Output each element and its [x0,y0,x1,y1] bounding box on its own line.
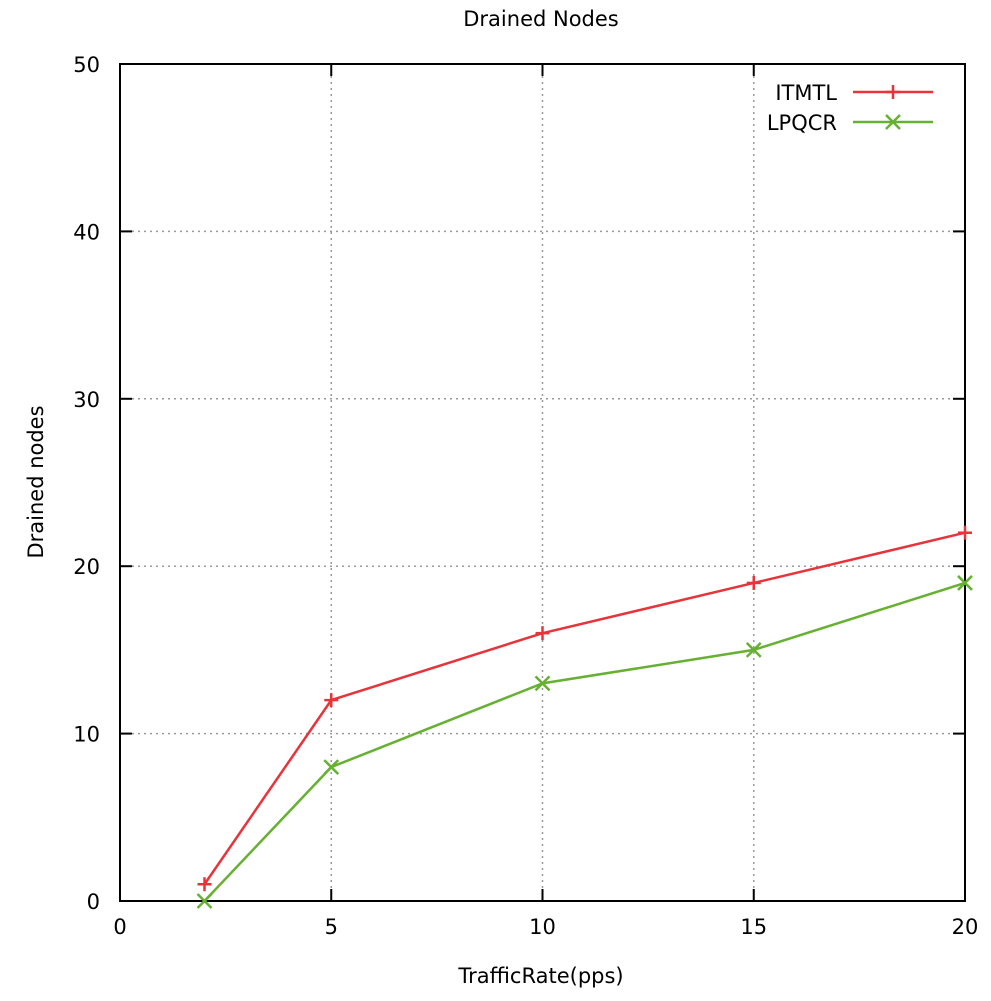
legend-marker-lpqcr [885,114,901,130]
y-tick-label: 20 [73,555,100,579]
legend-marker-itmtl [886,85,900,99]
data-point-lpqcr [196,893,213,909]
x-tick-label: 10 [529,915,556,939]
data-point-itmtl [958,525,972,540]
data-point-itmtl [324,693,339,708]
data-point-itmtl [197,877,212,892]
plot-area-border [119,63,966,902]
data-point-itmtl [746,575,761,590]
data-point-lpqcr [534,675,551,692]
axis-ticks: 0 5 10 15 20 0 10 20 30 40 50 [73,53,978,939]
x-tick-label: 15 [740,915,767,939]
data-point-lpqcr [957,575,973,591]
data-point-lpqcr [323,759,340,775]
y-tick-label: 50 [73,53,100,77]
x-axis-label: TrafficRate(pps) [457,964,623,988]
data-point-itmtl [535,626,550,641]
grid-lines [120,64,965,901]
data-point-lpqcr [745,642,762,658]
x-tick-label: 20 [952,915,979,939]
series-group [196,525,973,909]
y-tick-label: 0 [87,890,100,914]
legend: ITMTL LPQCR [767,81,933,135]
series-line-itmtl [203,531,966,885]
y-tick-label: 10 [73,723,100,747]
series-line-lpqcr [203,581,966,902]
chart-title: Drained Nodes [463,7,619,31]
x-tick-label: 0 [113,915,126,939]
x-tick-label: 5 [325,915,338,939]
legend-label-itmtl: ITMTL [775,81,837,105]
y-axis-label: Drained nodes [24,405,48,558]
legend-label-lpqcr: LPQCR [767,111,837,135]
y-tick-label: 30 [73,388,100,412]
y-tick-label: 40 [73,220,100,244]
